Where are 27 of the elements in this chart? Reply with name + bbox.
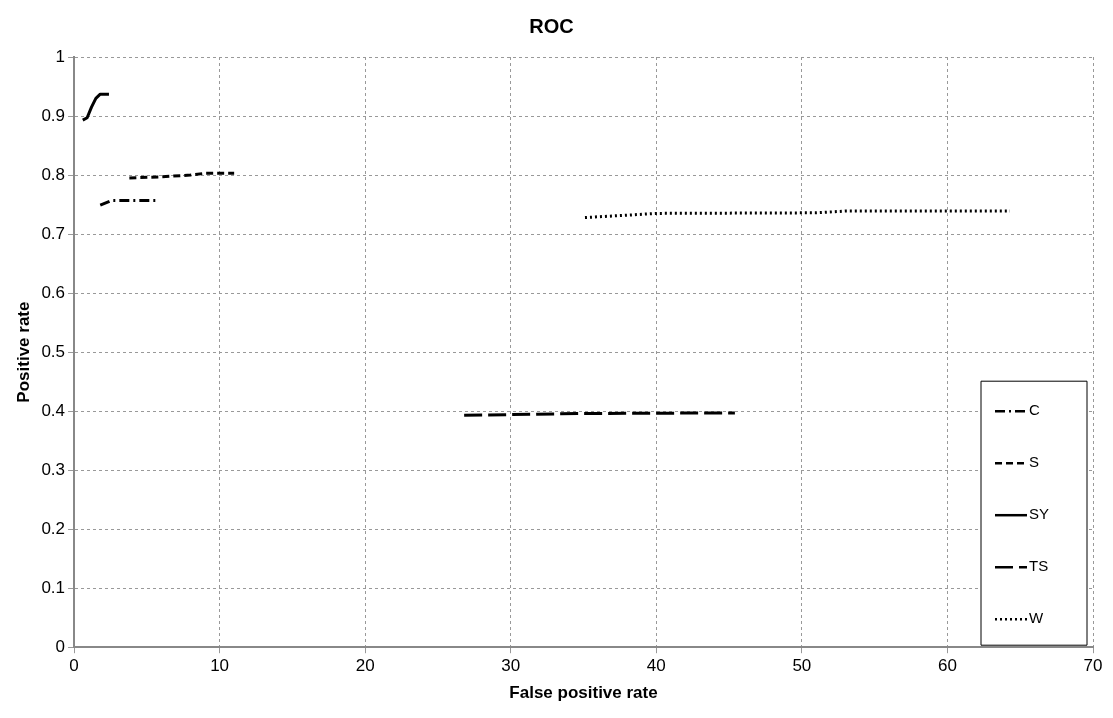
legend-label: SY [1029,505,1050,523]
legend-label: W [1029,609,1044,627]
y-tick-label: 1 [55,46,66,66]
x-tick-label: 50 [792,656,812,676]
x-tick-label: 60 [937,656,957,676]
y-tick-label: 0.1 [41,577,66,597]
x-axis-title: False positive rate [509,683,658,703]
y-tick-label: 0 [55,636,66,656]
y-tick-label: 0.7 [41,223,66,243]
x-tick-label: 30 [501,656,521,676]
legend-label: TS [1029,557,1049,575]
y-tick-label: 0.9 [41,105,66,125]
chart-title: ROC [529,14,574,37]
y-axis-title: Positive rate [13,301,33,403]
x-tick-label: 40 [646,656,666,676]
x-tick-label: 70 [1083,656,1103,676]
y-tick-label: 0.6 [41,282,66,302]
x-tick-label: 20 [355,656,375,676]
y-tick-label: 0.8 [41,164,66,184]
legend-label: S [1029,453,1040,471]
y-tick-label: 0.5 [41,341,66,361]
legend-label: C [1029,401,1040,419]
x-tick-label: 0 [69,656,79,676]
y-tick-label: 0.2 [41,518,66,538]
y-tick-label: 0.4 [41,400,66,420]
y-tick-label: 0.3 [41,459,66,479]
x-tick-label: 10 [210,656,230,676]
